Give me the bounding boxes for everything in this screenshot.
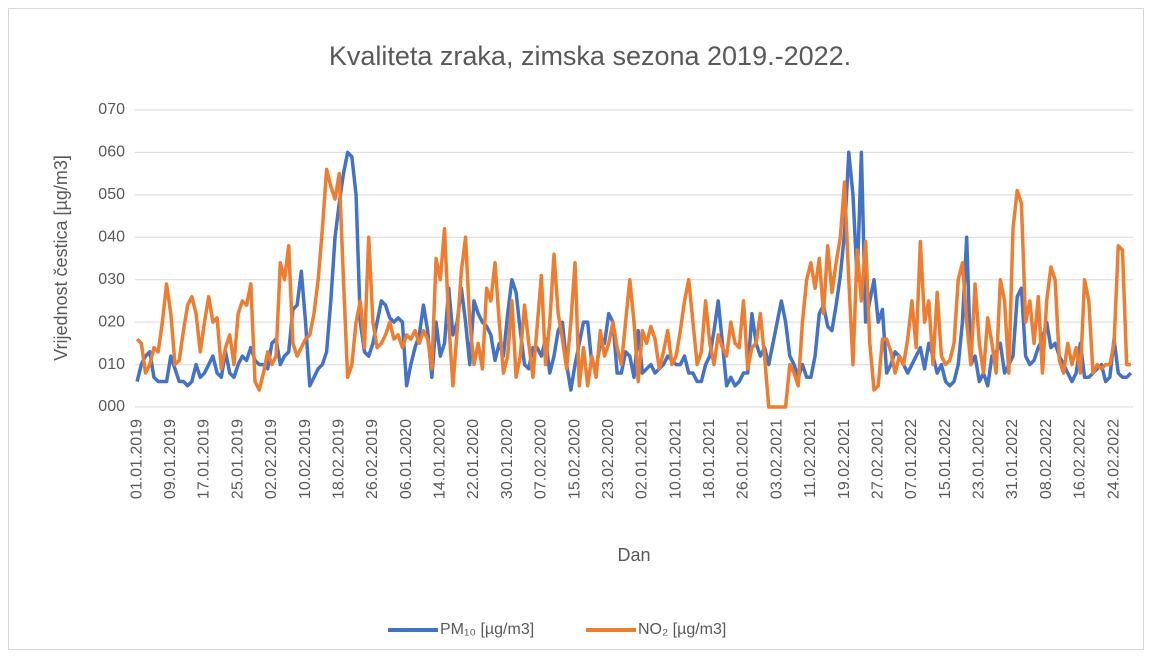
x-tick-label: 07.01.2022 <box>903 419 920 499</box>
x-axis-label: Dan <box>617 545 650 565</box>
x-tick-label: 30.01.2020 <box>499 419 516 499</box>
x-tick-label: 24.02.2022 <box>1105 419 1122 499</box>
y-tick-label: 040 <box>98 229 125 246</box>
x-tick-label: 23.02.2020 <box>600 419 617 499</box>
x-tick-label: 26.02.2019 <box>364 419 381 499</box>
x-tick-label: 17.01.2019 <box>196 419 213 499</box>
x-tick-label: 07.02.2020 <box>533 419 550 499</box>
x-tick-label: 11.02.2021 <box>802 419 819 498</box>
data-line <box>135 150 1133 392</box>
x-tick-label: 16.02.2022 <box>1072 419 1089 499</box>
x-tick-label: 15.02.2020 <box>566 419 583 499</box>
x-tick-label: 23.01.2022 <box>971 419 988 499</box>
y-tick-label: 070 <box>98 101 125 118</box>
y-tick-label: 000 <box>98 398 125 415</box>
x-tick-label: 26.01.2021 <box>735 419 752 499</box>
x-tick-label: 22.01.2020 <box>465 419 482 499</box>
y-tick-label: 030 <box>98 271 125 288</box>
x-tick-label: 19.02.2021 <box>836 419 853 499</box>
x-tick-label: 31.01.2022 <box>1004 419 1021 499</box>
x-tick-label: 10.02.2019 <box>297 419 314 499</box>
x-tick-label: 14.01.2020 <box>432 419 449 499</box>
chart-title: Kvaliteta zraka, zimska sezona 2019.-202… <box>329 41 851 71</box>
y-tick-label: 050 <box>98 186 125 203</box>
x-tick-label: 27.02.2021 <box>869 419 886 499</box>
legend-label: PM₁₀ [µg/m3] <box>440 621 534 638</box>
legend-label: NO₂ [µg/m3] <box>638 621 726 638</box>
y-tick-label: 020 <box>98 313 125 330</box>
x-tick-label: 09.01.2019 <box>162 419 179 499</box>
y-tick-label: 060 <box>98 144 125 161</box>
x-tick-label: 25.01.2019 <box>229 419 246 499</box>
y-axis-label: Vrijednost čestica [µg/m3] <box>51 155 71 361</box>
x-tick-label: 06.01.2020 <box>398 419 415 499</box>
x-tick-label: 18.01.2021 <box>701 419 718 499</box>
x-tick-label: 03.02.2021 <box>768 419 785 499</box>
y-tick-label: 010 <box>98 356 125 373</box>
x-tick-label: 02.01.2021 <box>634 419 651 499</box>
x-tick-label: 01.01.2019 <box>128 419 145 499</box>
x-tick-label: 10.01.2021 <box>667 419 684 499</box>
x-tick-label: 18.02.2019 <box>330 419 347 499</box>
x-tick-label: 15.01.2022 <box>937 419 954 499</box>
x-tick-label: 08.02.2022 <box>1038 419 1055 499</box>
data-line <box>135 167 1131 409</box>
x-tick-label: 02.02.2019 <box>263 419 280 499</box>
